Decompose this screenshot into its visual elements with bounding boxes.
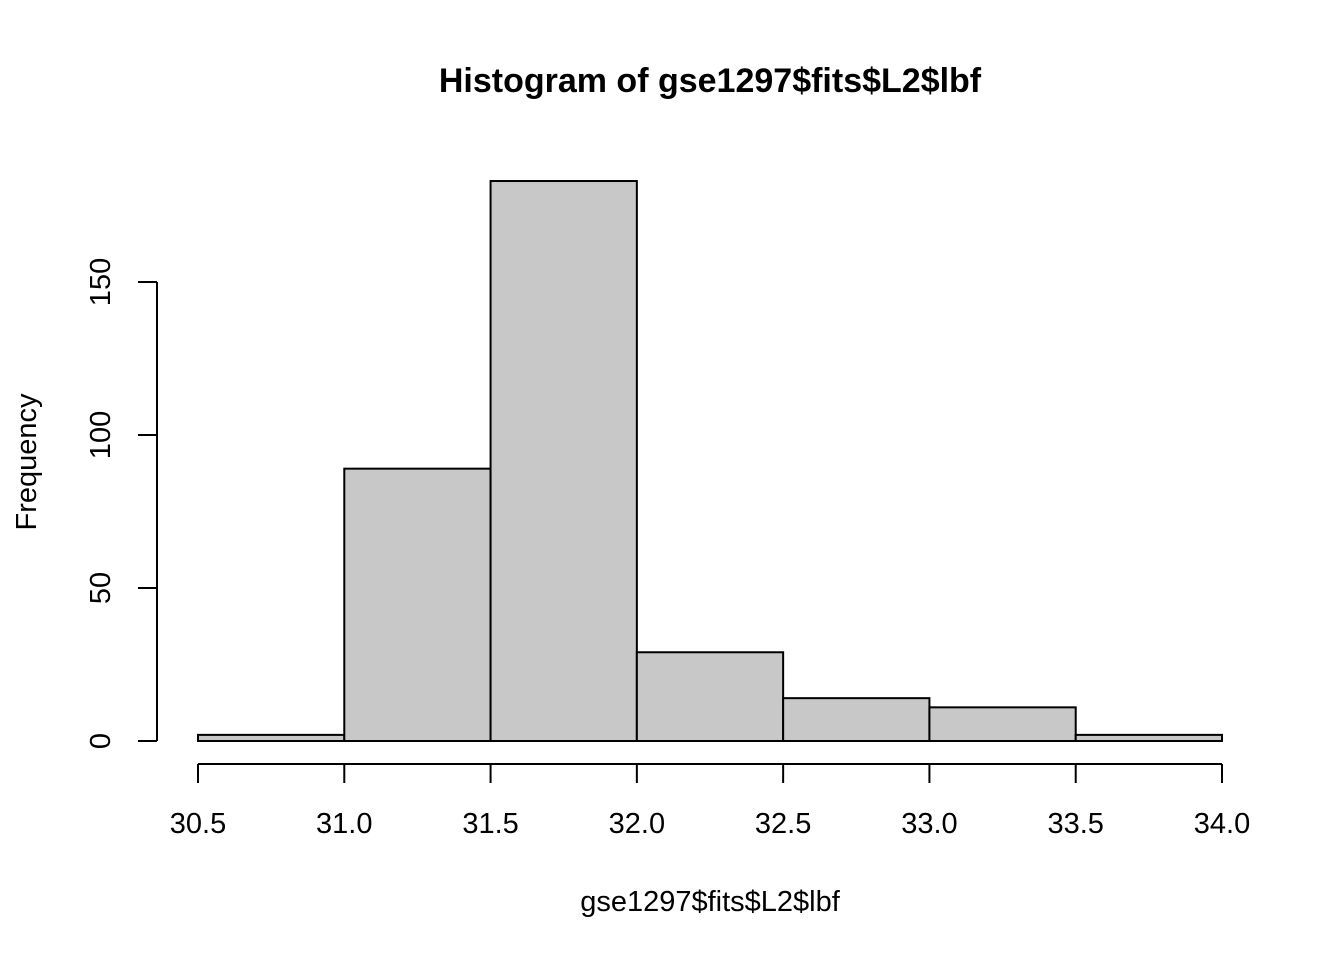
y-axis: 0 50 100 150 bbox=[85, 258, 158, 749]
x-tick-label: 33.5 bbox=[1047, 808, 1103, 840]
x-tick-label: 34.0 bbox=[1194, 808, 1250, 840]
y-tick-label: 0 bbox=[85, 733, 117, 749]
histogram-bar-2 bbox=[489, 180, 638, 742]
x-tick-label: 31.0 bbox=[316, 808, 372, 840]
x-axis-label: gse1297$fits$L2$lbf bbox=[580, 886, 841, 918]
histogram-bar-4 bbox=[782, 697, 931, 742]
x-tick-label: 30.5 bbox=[170, 808, 226, 840]
y-axis-label: Frequency bbox=[11, 393, 43, 531]
x-tick-label: 33.0 bbox=[901, 808, 957, 840]
histogram-bar-0 bbox=[197, 733, 346, 743]
x-tick-label: 31.5 bbox=[462, 808, 518, 840]
histogram-bar-6 bbox=[1074, 733, 1223, 743]
x-tick-label: 32.0 bbox=[609, 808, 665, 840]
y-tick-label: 100 bbox=[85, 411, 117, 459]
chart-title: Histogram of gse1297$fits$L2$lbf bbox=[439, 62, 982, 100]
x-tick-label: 32.5 bbox=[755, 808, 811, 840]
y-tick-label: 150 bbox=[85, 258, 117, 306]
x-axis: 30.5 31.0 31.5 32.0 32.5 33.0 33.5 34.0 bbox=[170, 763, 1250, 840]
histogram-bar-5 bbox=[928, 706, 1077, 743]
histogram-bars bbox=[197, 180, 1223, 743]
histogram-bar-3 bbox=[635, 651, 785, 743]
histogram-bar-1 bbox=[343, 467, 492, 742]
y-tick-label: 50 bbox=[85, 572, 117, 604]
